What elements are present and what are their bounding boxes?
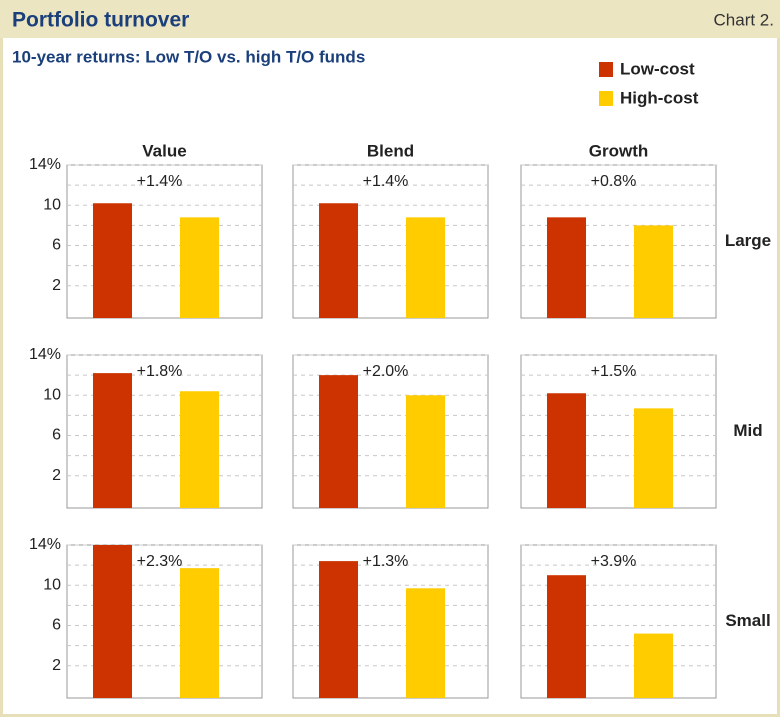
bar [319, 203, 358, 318]
legend-swatch [599, 62, 613, 77]
annotation: +1.3% [363, 553, 409, 570]
bar [406, 217, 445, 318]
annotation: +1.4% [137, 173, 183, 190]
bar [547, 217, 586, 318]
y-tick-label: 6 [52, 617, 61, 634]
y-tick-label: 14% [29, 156, 61, 173]
row-label: Mid [733, 421, 762, 440]
bar [634, 408, 673, 508]
bar [180, 568, 219, 698]
legend-swatch [599, 91, 613, 106]
annotation: +2.3% [137, 553, 183, 570]
annotation: +1.5% [591, 363, 637, 380]
annotation: +1.8% [137, 363, 183, 380]
bar [406, 395, 445, 508]
chart-label: Chart 2. [714, 10, 774, 29]
chart-title: Portfolio turnover [12, 9, 189, 32]
y-tick-label: 2 [52, 467, 61, 484]
subtitle: 10-year returns: Low T/O vs. high T/O fu… [12, 47, 365, 66]
legend-label: Low-cost [620, 59, 695, 78]
annotation: +2.0% [363, 363, 409, 380]
bar [93, 203, 132, 318]
bar [634, 225, 673, 318]
bar [93, 545, 132, 698]
annotation: +3.9% [591, 553, 637, 570]
y-tick-label: 10 [43, 196, 61, 213]
bar [319, 375, 358, 508]
annotation: +0.8% [591, 173, 637, 190]
bar [634, 633, 673, 698]
bar [93, 373, 132, 508]
bar [547, 575, 586, 698]
y-tick-label: 6 [52, 237, 61, 254]
bar [319, 561, 358, 698]
bar [180, 217, 219, 318]
y-tick-label: 2 [52, 657, 61, 674]
bar [406, 588, 445, 698]
row-label: Small [725, 611, 770, 630]
y-tick-label: 2 [52, 277, 61, 294]
column-label: Value [142, 141, 186, 160]
bar [547, 393, 586, 508]
bar [180, 391, 219, 508]
y-tick-label: 14% [29, 536, 61, 553]
y-tick-label: 10 [43, 576, 61, 593]
y-tick-label: 14% [29, 346, 61, 363]
column-label: Growth [589, 141, 649, 160]
y-tick-label: 6 [52, 427, 61, 444]
y-tick-label: 10 [43, 386, 61, 403]
annotation: +1.4% [363, 173, 409, 190]
row-label: Large [725, 231, 771, 250]
column-label: Blend [367, 141, 414, 160]
title-bar [0, 0, 780, 38]
legend-label: High-cost [620, 88, 699, 107]
